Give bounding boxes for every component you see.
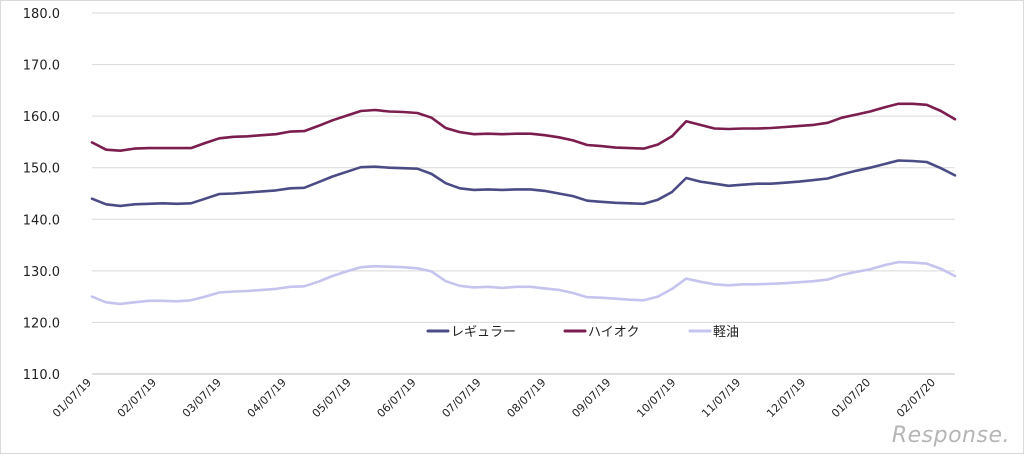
y-tick-label: 150.0 [23,162,60,177]
legend-label: 軽油 [713,325,739,340]
x-tick-label: 05/07/19 [310,376,354,420]
x-tick-label: 01/07/20 [829,376,873,420]
legend-label: ハイオク [588,325,639,340]
y-tick-label: 140.0 [23,213,60,228]
x-tick-label: 10/07/19 [634,376,678,420]
gridlines [92,12,955,375]
x-tick-label: 09/07/19 [569,376,613,420]
response-watermark-logo: Response. [891,423,1010,448]
y-axis-ticks: 110.0 120.0 130.0 140.0 150.0 160.0 170.0 180.0 [23,7,60,383]
x-tick-label: 11/07/19 [699,376,743,420]
series-line-3 [90,260,957,306]
x-tick-label: 02/07/20 [894,376,938,420]
y-tick-label: 170.0 [23,59,60,74]
x-tick-label: 02/07/19 [115,376,159,420]
x-tick-label: 12/07/19 [764,376,808,420]
y-tick-label: 110.0 [23,368,60,383]
y-tick-label: 120.0 [23,316,60,331]
x-tick-label: 03/07/19 [180,376,224,420]
series-line-2 [90,102,957,152]
series-line-1 [90,159,957,208]
y-tick-label: 160.0 [23,110,60,125]
x-tick-label: 04/07/19 [245,376,289,420]
x-axis-ticks: 01/07/19 02/07/19 03/07/19 04/07/19 05/07/19… [50,376,938,420]
legend: レギュラー ハイオク 軽油 [426,325,739,340]
legend-label: レギュラー [451,325,516,340]
x-tick-label: 08/07/19 [504,376,548,420]
x-tick-label: 06/07/19 [375,376,419,420]
x-tick-label: 07/07/19 [440,376,484,420]
y-tick-label: 130.0 [23,265,60,280]
series-lines [90,102,957,306]
y-tick-label: 180.0 [23,7,60,22]
